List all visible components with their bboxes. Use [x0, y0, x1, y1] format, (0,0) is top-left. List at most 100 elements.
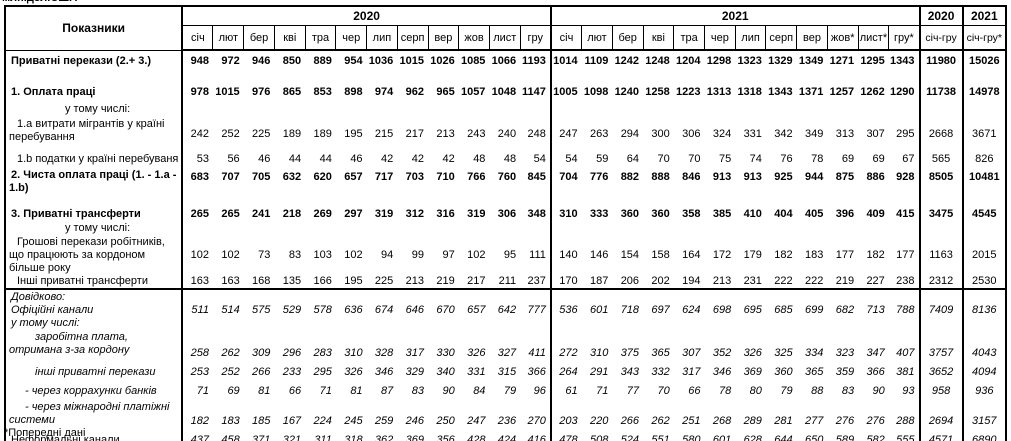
- table-row: у тому числі:: [5, 102, 1006, 117]
- total-cell: 7409: [919, 304, 964, 317]
- value-cell: 80: [749, 384, 762, 397]
- row-label: - через міжнародні платіжні системи: [5, 400, 184, 432]
- value-cell: [827, 222, 858, 235]
- value-cell: 140: [559, 248, 578, 261]
- value-cell: 102: [221, 248, 240, 261]
- value-cell: [643, 317, 674, 330]
- value-cell: 177: [888, 235, 921, 275]
- value-cell: [336, 222, 367, 235]
- total-cell: 8505: [919, 168, 964, 207]
- table-row: заробітна плата, отримана з-за кордону 25…: [5, 330, 1006, 363]
- value-cell: 853: [313, 85, 332, 98]
- value-cell: 628: [743, 433, 762, 441]
- value-cell: 217: [405, 127, 424, 140]
- value-cell: [612, 222, 643, 235]
- value-cell: 154: [620, 248, 640, 261]
- value-cell: [797, 222, 828, 235]
- value-cell: 54: [565, 153, 578, 165]
- value-cell: 294: [620, 127, 640, 140]
- value-cell: 329: [405, 366, 424, 378]
- value-cell: 846: [682, 171, 701, 183]
- value-cell: 1015: [399, 55, 424, 67]
- value-cell: 310: [589, 347, 609, 359]
- value-cell: 172: [712, 248, 732, 261]
- value-cell: 1147: [520, 82, 552, 102]
- table-row: Грошові перекази робітників, що працюють…: [5, 235, 1006, 275]
- total-cell: 3671: [972, 127, 997, 140]
- value-cell: 238: [888, 275, 921, 289]
- value-cell: 1262: [860, 85, 885, 98]
- value-cell: 1242: [614, 55, 640, 67]
- value-cell: 358: [682, 208, 701, 220]
- month-header-row: січ лют бер кві тра чер лип серп вер жов лист гру сі…: [5, 25, 1007, 51]
- value-cell: [888, 102, 921, 117]
- value-cell: 259: [374, 415, 394, 427]
- value-cell: [520, 317, 552, 330]
- total-cell: 15026: [969, 55, 1000, 67]
- value-cell: 258: [190, 347, 209, 359]
- value-cell: [459, 317, 490, 330]
- month-header: лист*: [857, 25, 890, 51]
- value-cell: 42: [381, 153, 394, 165]
- value-cell: [582, 317, 613, 330]
- remittances-table: Показники 2020 2021 2020 2021 січ лют бер к…: [4, 5, 1007, 441]
- value-cell: 251: [682, 415, 701, 427]
- value-cell: 424: [497, 433, 517, 441]
- value-cell: 277: [805, 415, 824, 427]
- total-cell: 2530: [972, 275, 997, 287]
- value-cell: 53: [196, 153, 209, 165]
- value-cell: 636: [344, 304, 363, 316]
- value-cell: [212, 288, 244, 304]
- value-cell: [858, 222, 889, 235]
- value-cell: [735, 317, 766, 330]
- value-cell: [643, 222, 674, 235]
- value-cell: 1258: [645, 85, 670, 98]
- value-cell: 1295: [860, 55, 885, 67]
- value-cell: 978: [190, 85, 209, 98]
- total-cell: 3157: [972, 415, 997, 427]
- value-cell: 1323: [737, 55, 762, 67]
- value-cell: 206: [620, 275, 640, 287]
- value-cell: 307: [866, 127, 885, 140]
- value-cell: 217: [467, 275, 486, 287]
- value-cell: [459, 222, 490, 235]
- summary-period-header: січ-гру: [919, 25, 964, 51]
- month-header: лист: [488, 25, 521, 51]
- value-cell: 776: [589, 171, 609, 183]
- value-cell: 183: [805, 248, 824, 261]
- value-cell: 356: [436, 433, 455, 441]
- value-cell: 300: [651, 127, 670, 140]
- value-cell: 882: [620, 171, 640, 183]
- month-header: серп: [765, 25, 798, 51]
- value-cell: 135: [282, 275, 302, 287]
- value-cell: 81: [350, 384, 363, 397]
- row-label: 2. Чиста оплата праці (1. - 1.a - 1.b): [5, 168, 184, 207]
- value-cell: 409: [866, 208, 885, 220]
- value-cell: 281: [774, 415, 793, 427]
- value-cell: 266: [620, 415, 640, 427]
- value-cell: 348: [520, 207, 552, 222]
- value-cell: 766: [467, 171, 486, 183]
- table-row: інші приватні перекази 253 252 266 233 295 326…: [5, 363, 1006, 382]
- month-header: кві: [642, 25, 675, 51]
- value-cell: 311: [314, 433, 332, 441]
- value-cell: 222: [805, 275, 824, 287]
- value-cell: 371: [252, 433, 271, 441]
- value-cell: 183: [221, 415, 240, 427]
- value-cell: 213: [712, 275, 732, 287]
- summary-year-2021-header: 2021: [962, 5, 1007, 26]
- value-cell: 1329: [768, 55, 793, 67]
- value-cell: [397, 102, 428, 117]
- table-row: 2. Чиста оплата праці (1. - 1.a - 1.b) 68…: [5, 168, 1006, 207]
- value-cell: 428: [467, 433, 486, 441]
- value-cell: [244, 317, 275, 330]
- value-cell: 578: [313, 304, 332, 316]
- value-cell: 252: [221, 127, 240, 140]
- units-note-text: млн.дол.США: [2, 0, 122, 4]
- total-cell: 1163: [919, 235, 964, 275]
- value-cell: 96: [520, 382, 552, 400]
- value-cell: 75: [718, 153, 732, 165]
- value-cell: 375: [620, 347, 640, 359]
- value-cell: 342: [774, 127, 793, 140]
- value-cell: 718: [620, 304, 640, 316]
